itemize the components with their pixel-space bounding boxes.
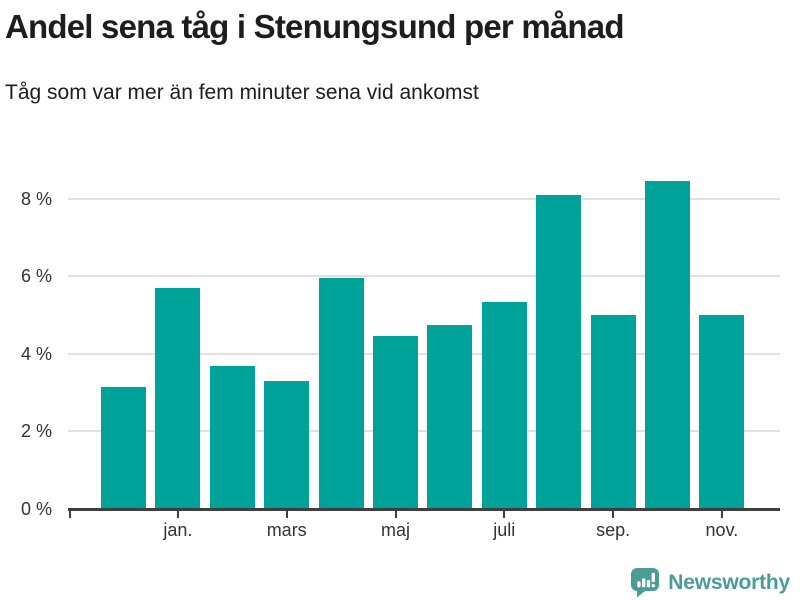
x-axis-line [68,508,780,511]
bar [264,381,310,509]
y-tick-label: 4 % [20,343,52,364]
x-tick [503,511,506,518]
y-tick-label: 0 % [20,499,52,519]
newsworthy-logo-icon [630,567,660,598]
gridline [68,352,780,355]
x-tick-label: sep. [596,520,631,540]
x-tick-label: nov. [705,520,739,540]
bar [155,287,201,509]
bar [318,278,364,509]
newsworthy-logo: Newsworthy [630,567,790,598]
x-tick [720,511,723,518]
bar [373,336,418,509]
chart-title: Andel sena tåg i Stenungsund per månad [5,8,625,45]
x-tick [612,511,615,518]
bar [101,386,146,509]
x-tick-label: juli [493,520,516,540]
x-tick [285,511,288,518]
x-tick-label: mars [266,520,307,540]
x-tick-label: maj [380,520,410,540]
x-tick [176,511,179,518]
bar [427,324,473,509]
y-tick-label: 6 % [20,266,52,287]
x-tick [394,511,397,518]
gridline [68,275,780,278]
bar [481,301,527,509]
bar [209,365,255,509]
gridline [68,430,780,433]
x-axis-start-tick [69,511,71,518]
plot-area [68,160,780,509]
chart-subtitle: Tåg som var mer än fem minuter sena vid … [5,81,479,104]
bar [645,181,690,509]
x-tick-label: jan. [163,520,193,540]
gridline [68,197,780,200]
y-tick-label: 2 % [20,421,52,442]
y-tick-label: 8 % [20,188,52,209]
bar [699,315,745,509]
newsworthy-wordmark: Newsworthy [668,570,790,594]
bar [536,194,582,509]
bar [590,315,636,509]
